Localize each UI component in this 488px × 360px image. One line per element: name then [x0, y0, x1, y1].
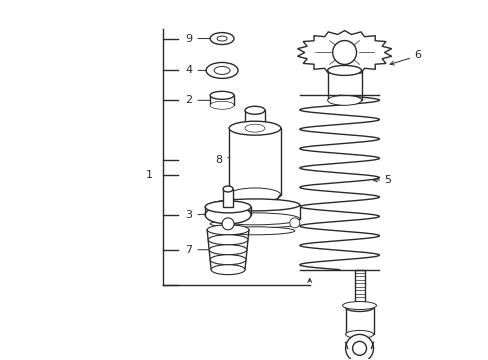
Text: 6: 6	[413, 50, 421, 60]
Polygon shape	[210, 205, 299, 219]
Ellipse shape	[244, 106, 264, 114]
Ellipse shape	[215, 227, 294, 235]
Ellipse shape	[205, 206, 250, 224]
Text: 2: 2	[185, 95, 192, 105]
Ellipse shape	[210, 101, 234, 109]
Circle shape	[222, 218, 234, 230]
Polygon shape	[297, 31, 391, 75]
Text: 9: 9	[185, 33, 192, 44]
Ellipse shape	[223, 186, 233, 192]
Ellipse shape	[214, 67, 229, 75]
Ellipse shape	[208, 235, 247, 245]
Ellipse shape	[210, 32, 234, 45]
Ellipse shape	[210, 213, 299, 225]
Text: 8: 8	[215, 155, 222, 165]
Text: 3: 3	[185, 210, 192, 220]
Ellipse shape	[345, 303, 373, 311]
Ellipse shape	[327, 95, 361, 105]
Text: 5: 5	[384, 175, 391, 185]
FancyBboxPatch shape	[228, 128, 280, 195]
Ellipse shape	[205, 201, 250, 213]
Ellipse shape	[327, 66, 361, 75]
Ellipse shape	[210, 220, 299, 228]
Circle shape	[289, 218, 299, 228]
Ellipse shape	[210, 199, 299, 211]
Ellipse shape	[342, 302, 376, 310]
Circle shape	[332, 41, 356, 64]
Ellipse shape	[217, 36, 226, 41]
FancyBboxPatch shape	[345, 307, 373, 334]
FancyBboxPatch shape	[354, 270, 364, 307]
Circle shape	[352, 341, 366, 355]
Circle shape	[345, 334, 373, 360]
Text: 4: 4	[185, 66, 192, 76]
Ellipse shape	[210, 255, 245, 265]
FancyBboxPatch shape	[210, 95, 234, 105]
Text: 1: 1	[145, 170, 152, 180]
Ellipse shape	[228, 121, 280, 135]
FancyBboxPatch shape	[223, 189, 233, 207]
Ellipse shape	[211, 265, 244, 275]
Ellipse shape	[228, 188, 280, 202]
Ellipse shape	[210, 91, 234, 99]
Ellipse shape	[207, 225, 248, 235]
Ellipse shape	[209, 245, 246, 255]
Ellipse shape	[345, 330, 373, 338]
FancyBboxPatch shape	[327, 71, 361, 100]
Ellipse shape	[206, 62, 238, 78]
FancyBboxPatch shape	[244, 110, 264, 128]
Text: 7: 7	[185, 245, 192, 255]
Ellipse shape	[244, 124, 264, 132]
